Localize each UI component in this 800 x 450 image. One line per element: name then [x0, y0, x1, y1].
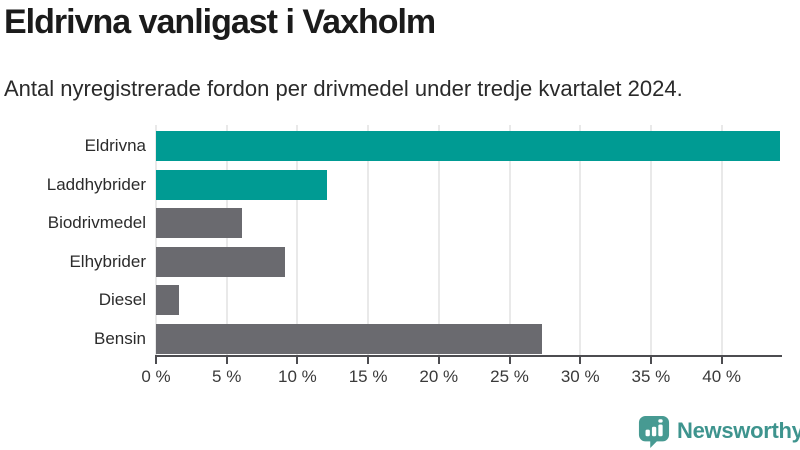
- x-tick-label-40: 40 %: [702, 367, 741, 386]
- category-label-bensin: Bensin: [94, 329, 146, 348]
- gridline-30: [579, 125, 582, 355]
- x-tick-5: [225, 355, 228, 364]
- category-label-diesel: Diesel: [98, 290, 146, 310]
- x-tick-label-0: 0 %: [141, 367, 171, 386]
- chart-title: Eldrivna vanligast i Vaxholm: [4, 3, 436, 41]
- x-tick-label-30: 30 %: [560, 367, 600, 386]
- gridline-5: [225, 125, 228, 355]
- x-tick-20: [437, 355, 440, 364]
- y-axis-labels: Eldrivna Laddhybrider Biodrivmedel Elhybrid…: [0, 125, 146, 355]
- bar-chart-speech-bubble-icon: [638, 415, 670, 448]
- bar-elhybrider: [156, 246, 285, 277]
- gridline-40: [720, 125, 723, 355]
- x-axis-line: [155, 355, 782, 357]
- x-tick-label-5: 5 %: [212, 367, 242, 386]
- category-label-elhybrider: Elhybrider: [69, 251, 146, 271]
- gridline-35: [649, 125, 652, 355]
- gridline-15: [367, 125, 370, 355]
- x-tick-40: [720, 355, 723, 364]
- category-label-eldrivna: Eldrivna: [84, 136, 146, 155]
- gridline-20: [437, 125, 440, 355]
- x-tick-label-20: 20 %: [419, 367, 459, 386]
- bar-bensin: [156, 324, 543, 354]
- gridline-25: [508, 125, 511, 355]
- x-tick-35: [649, 355, 652, 364]
- x-tick-label-25: 25 %: [490, 367, 529, 386]
- x-tick-10: [296, 355, 299, 364]
- x-tick-label-15: 15 %: [348, 367, 388, 386]
- bar-diesel: [156, 285, 179, 316]
- gridline-10: [296, 125, 299, 355]
- gridline-0: [155, 125, 157, 355]
- brand-footer: Newsworthy: [638, 414, 800, 448]
- x-tick-label-35: 35 %: [631, 367, 671, 386]
- x-tick-0: [155, 355, 157, 364]
- x-tick-15: [367, 355, 370, 364]
- category-label-biodrivmedel: Biodrivmedel: [47, 213, 146, 233]
- x-tick-30: [579, 355, 582, 364]
- brand-name: Newsworthy: [677, 418, 800, 443]
- x-tick-label-10: 10 %: [278, 367, 317, 386]
- plot-area: [155, 125, 781, 355]
- bar-biodrivmedel: [156, 208, 243, 239]
- bar-laddhybrider: [156, 169, 328, 200]
- bar-eldrivna: [156, 131, 780, 161]
- category-label-laddhybrider: Laddhybrider: [46, 174, 146, 194]
- x-tick-25: [508, 355, 511, 364]
- chart-subtitle: Antal nyregistrerade fordon per drivmede…: [4, 76, 683, 101]
